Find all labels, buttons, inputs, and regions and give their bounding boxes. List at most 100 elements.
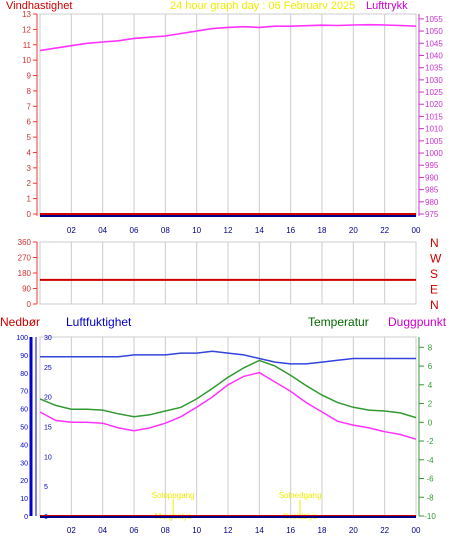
hour-tick-label: 16 xyxy=(286,226,295,235)
rain-tick-label: 10 xyxy=(44,454,52,461)
temperature-tick-label: 8 xyxy=(428,343,433,352)
rain-tick-label: 15 xyxy=(44,425,52,432)
dewpoint-line xyxy=(39,371,417,440)
hour-tick-label: 02 xyxy=(67,226,76,235)
hour-tick-label: 04 xyxy=(98,226,107,235)
rain-tick-label: 30 xyxy=(44,335,52,342)
pressure-tick-label: 1010 xyxy=(425,125,443,134)
hour-tick-label: 00 xyxy=(412,526,421,535)
temperature-tick-label: 2 xyxy=(428,400,433,409)
rain-tick-label: 20 xyxy=(44,395,52,402)
humidity-line xyxy=(40,350,416,365)
humidity-tick-label: 100 xyxy=(16,335,28,342)
hour-tick-label: 18 xyxy=(318,226,327,235)
pressure-tick-label: 985 xyxy=(425,186,439,195)
hour-tick-label: 06 xyxy=(130,526,139,535)
rain-tick-label: 5 xyxy=(44,484,48,491)
humidity-tick-label: 90 xyxy=(20,353,28,360)
wind-tick-label: 3 xyxy=(27,164,32,173)
wind-tick-label: 10 xyxy=(22,56,31,65)
compass-label: N xyxy=(430,298,439,312)
wind-tick-label: 13 xyxy=(22,10,31,19)
rain-tick-label: 25 xyxy=(44,365,52,372)
pressure-line xyxy=(39,23,417,52)
humidity-tick-label: 10 xyxy=(20,496,28,503)
humidity-title: Luftfuktighet xyxy=(66,315,132,329)
hour-tick-label: 18 xyxy=(318,526,327,535)
wind-speed-title: Vindhastighet xyxy=(6,0,72,12)
wind-tick-label: 7 xyxy=(27,102,32,111)
hour-tick-label: 02 xyxy=(67,526,76,535)
wind-tick-label: 12 xyxy=(22,25,31,34)
dewpoint-title: Duggpunkt xyxy=(388,315,447,329)
hour-tick-label: 04 xyxy=(98,526,107,535)
compass-label: N xyxy=(430,236,439,250)
humidity-tick-label: 30 xyxy=(20,460,28,467)
hour-tick-label: 06 xyxy=(130,226,139,235)
pressure-tick-label: 1050 xyxy=(425,27,443,36)
pressure-tick-label: 1030 xyxy=(425,76,443,85)
humidity-tick-label: 70 xyxy=(20,389,28,396)
compass-label: E xyxy=(430,283,438,297)
wind-tick-label: 5 xyxy=(27,133,32,142)
wind-tick-label: 9 xyxy=(27,72,32,81)
wind-tick-label: 8 xyxy=(27,87,32,96)
hour-tick-label: 00 xyxy=(412,226,421,235)
pressure-tick-label: 980 xyxy=(425,198,439,207)
pressure-tick-label: 1000 xyxy=(425,149,443,158)
graph-date-title: 24 hour graph day : 06 Februarv 2025 xyxy=(170,0,355,12)
temperature-tick-label: -8 xyxy=(426,493,434,502)
humidity-tick-label: 0 xyxy=(24,514,28,521)
pressure-tick-label: 1020 xyxy=(425,100,443,109)
temperature-tick-label: -4 xyxy=(426,456,434,465)
temperature-tick-label: -6 xyxy=(426,475,434,484)
pressure-tick-label: 1055 xyxy=(425,15,443,24)
pressure-tick-label: 1015 xyxy=(425,112,443,121)
temperature-tick-label: 4 xyxy=(428,381,433,390)
compass-label: W xyxy=(430,252,442,266)
compass-label: S xyxy=(430,267,438,281)
hour-tick-label: 12 xyxy=(224,226,233,235)
hour-tick-label: 20 xyxy=(349,226,358,235)
hour-tick-label: 22 xyxy=(380,226,389,235)
humidity-tick-label: 50 xyxy=(20,425,28,432)
temperature-line xyxy=(39,359,417,419)
direction-tick-label: 90 xyxy=(22,285,31,294)
hour-tick-label: 12 xyxy=(224,526,233,535)
hour-tick-label: 14 xyxy=(255,526,264,535)
temperature-tick-label: 0 xyxy=(428,418,433,427)
rain-title: Nedbør xyxy=(0,315,40,329)
hour-tick-label: 20 xyxy=(349,526,358,535)
pressure-tick-label: 995 xyxy=(425,161,439,170)
direction-tick-label: 0 xyxy=(27,300,32,309)
temperature-title: Temperatur xyxy=(308,315,369,329)
pressure-tick-label: 975 xyxy=(425,210,439,219)
pressure-tick-label: 1005 xyxy=(425,137,443,146)
humidity-tick-label: 40 xyxy=(20,442,28,449)
hour-tick-label: 14 xyxy=(255,226,264,235)
hour-tick-label: 10 xyxy=(192,226,201,235)
wind-tick-label: 11 xyxy=(23,41,32,50)
sun-event-label: Solnedgang xyxy=(279,491,322,500)
hour-tick-label: 08 xyxy=(161,226,170,235)
direction-tick-label: 270 xyxy=(18,254,32,263)
direction-tick-label: 360 xyxy=(18,238,32,247)
wind-tick-label: 1 xyxy=(27,195,32,204)
temperature-tick-label: -2 xyxy=(426,437,434,446)
hour-tick-label: 22 xyxy=(380,526,389,535)
temperature-tick-label: 6 xyxy=(428,362,433,371)
pressure-tick-label: 1035 xyxy=(425,64,443,73)
temperature-humidity-panel: 0102030405060708090100051015202530-10-8-… xyxy=(16,335,436,535)
wind-pressure-panel: 0123456789101112139759809859909951000100… xyxy=(22,10,443,235)
sun-event-label: Soloppgang xyxy=(152,491,195,500)
humidity-tick-label: 20 xyxy=(20,478,28,485)
hour-tick-label: 08 xyxy=(161,526,170,535)
temperature-tick-label: -10 xyxy=(424,512,436,521)
pressure-tick-label: 1040 xyxy=(425,51,443,60)
pressure-tick-label: 990 xyxy=(425,173,439,182)
humidity-tick-label: 60 xyxy=(20,407,28,414)
pressure-tick-label: 1025 xyxy=(425,88,443,97)
hour-tick-label: 10 xyxy=(192,526,201,535)
